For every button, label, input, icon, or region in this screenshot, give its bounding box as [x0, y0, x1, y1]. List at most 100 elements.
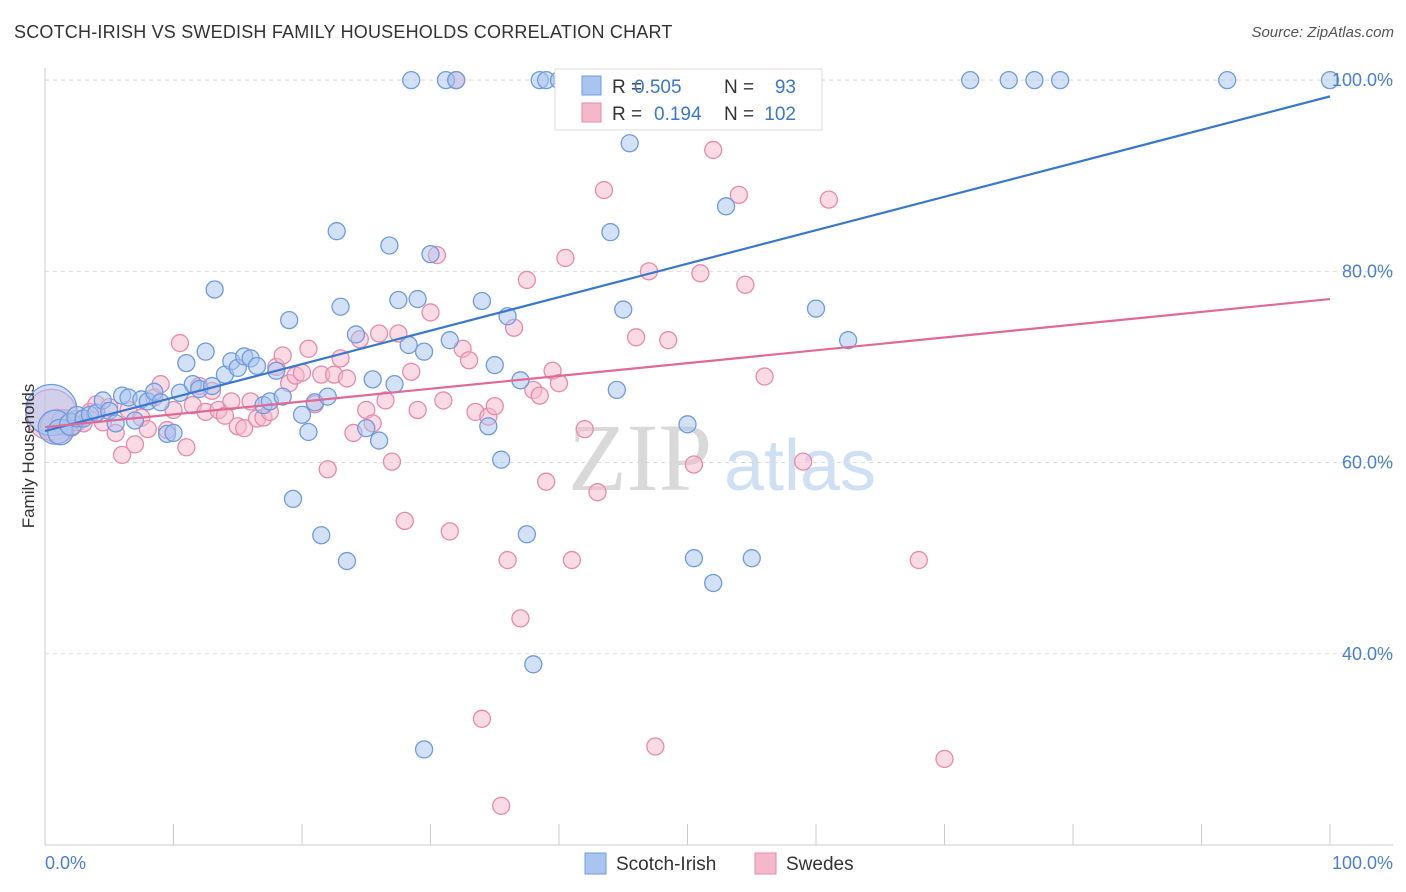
point-swedes-64 [459, 351, 479, 370]
legend-n-value-1: 93 [775, 77, 796, 98]
point-scotch-irish-38 [283, 489, 303, 509]
point-scotch-irish-40 [299, 422, 318, 442]
point-swedes-11 [112, 445, 132, 465]
point-scotch-irish-81 [684, 549, 704, 568]
point-scotch-irish-53 [389, 290, 408, 310]
trend-lines [44, 95, 1331, 433]
point-swedes-84 [626, 328, 646, 347]
y-tick-labels: 40.0% 60.0% 80.0% 100.0% [1332, 70, 1393, 664]
legend-n-value-2: 102 [764, 104, 796, 125]
point-scotch-irish-90 [1025, 70, 1044, 90]
point-scotch-irish-43 [318, 387, 337, 406]
point-scotch-irish-39 [292, 405, 312, 424]
point-swedes-28 [222, 392, 241, 411]
point-swedes-46 [337, 369, 357, 388]
point-scotch-irish-87 [838, 331, 858, 350]
point-swedes-53 [382, 452, 402, 471]
point-scotch-irish-57 [414, 342, 434, 361]
trend-line-scotch-irish [44, 95, 1331, 433]
legend-r-value-1: 0.505 [634, 77, 682, 98]
point-scotch-irish-65 [492, 450, 511, 469]
point-swedes-60 [434, 391, 453, 410]
axes [44, 68, 1393, 846]
point-swedes-55 [395, 511, 414, 531]
x-tick-label-0: 0.0% [45, 853, 86, 873]
point-scotch-irish-52 [385, 375, 404, 394]
legend-swatch-pink [581, 102, 602, 123]
point-scotch-irish-49 [363, 370, 382, 389]
legend-r-label-2: R = [612, 104, 642, 125]
point-swedes-58 [421, 303, 440, 322]
point-swedes-52 [376, 391, 395, 410]
legend-r-value-2: 0.194 [654, 104, 702, 125]
point-swedes-72 [511, 609, 530, 628]
point-scotch-irish-68 [517, 525, 537, 544]
point-scotch-irish-88 [961, 70, 980, 90]
point-scotch-irish-62 [472, 291, 492, 311]
point-scotch-irish-47 [346, 325, 366, 344]
point-scotch-irish-32 [247, 356, 267, 376]
point-swedes-83 [594, 180, 614, 200]
point-swedes-75 [530, 386, 549, 405]
point-swedes-68 [485, 397, 504, 416]
y-axis-label: Family Households [19, 384, 38, 529]
point-swedes-94 [794, 452, 813, 471]
point-scotch-irish-37 [279, 310, 299, 330]
point-scotch-irish-69 [524, 655, 543, 674]
source-credit: Source: ZipAtlas.com [1251, 24, 1394, 41]
point-scotch-irish-94 [414, 740, 434, 759]
legend-n-label-2: N = [724, 104, 754, 125]
point-scotch-irish-48 [357, 418, 376, 438]
point-scotch-irish-92 [1218, 70, 1237, 90]
point-scotch-irish-45 [331, 297, 350, 316]
point-swedes-93 [755, 367, 774, 386]
point-scotch-irish-26 [205, 280, 224, 299]
point-swedes-90 [704, 140, 723, 160]
point-swedes-96 [909, 550, 928, 570]
legend-n-label-1: N = [724, 77, 754, 98]
point-swedes-57 [408, 400, 427, 420]
trend-line-swedes [44, 297, 1331, 429]
point-scotch-irish-44 [327, 222, 346, 241]
point-scotch-irish-19 [164, 423, 183, 443]
point-swedes-13 [125, 435, 145, 454]
point-scotch-irish-55 [402, 70, 421, 90]
point-scotch-irish-56 [408, 289, 427, 309]
point-swedes-95 [819, 190, 838, 209]
legend-series: Scotch-Irish Swedes [584, 852, 854, 875]
legend-stats: R = 0.505 N = 93 R = 0.194 N = 102 [554, 68, 823, 131]
point-scotch-irish-54 [399, 335, 418, 355]
y-tick-label-0: 40.0% [1342, 644, 1393, 664]
point-scotch-irish-79 [620, 134, 639, 153]
point-scotch-irish-93 [1320, 70, 1340, 90]
point-scotch-irish-83 [716, 197, 736, 216]
legend-swatch-scotch-irish [584, 852, 607, 875]
point-swedes-73 [517, 270, 537, 290]
point-swedes-70 [498, 550, 517, 570]
point-scotch-irish-82 [704, 573, 723, 593]
y-tick-label-3: 100.0% [1332, 70, 1393, 90]
point-swedes-30 [235, 418, 254, 438]
point-swedes-87 [659, 331, 678, 350]
point-scotch-irish-21 [177, 353, 196, 373]
point-scotch-irish-84 [742, 549, 761, 568]
point-swedes-78 [549, 374, 569, 393]
point-swedes-88 [684, 455, 704, 474]
point-swedes-66 [472, 709, 492, 728]
point-swedes-51 [369, 324, 389, 343]
point-scotch-irish-89 [999, 70, 1018, 90]
point-scotch-irish-13 [125, 411, 145, 430]
legend-swatch-swedes [754, 852, 777, 875]
legend-swatch-blue [581, 75, 602, 96]
x-tick-label-1: 100.0% [1332, 853, 1393, 873]
point-scotch-irish-50 [369, 431, 389, 450]
y-tick-label-2: 80.0% [1342, 261, 1393, 281]
point-scotch-irish-86 [806, 299, 826, 318]
point-scotch-irish-64 [485, 355, 504, 375]
point-swedes-15 [138, 419, 157, 439]
point-scotch-irish-51 [380, 236, 399, 255]
legend-label-scotch-irish: Scotch-Irish [616, 854, 716, 875]
point-scotch-irish-46 [337, 551, 357, 571]
point-swedes-43 [318, 460, 337, 479]
